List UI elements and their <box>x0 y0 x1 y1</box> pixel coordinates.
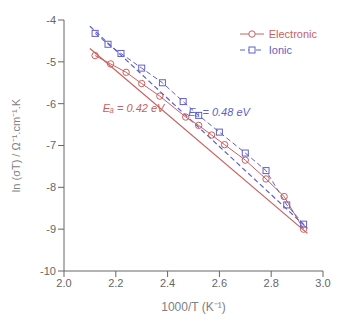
svg-text:2.4: 2.4 <box>160 277 175 289</box>
html-text:Ionic: Ionic <box>268 44 292 56</box>
svg-text:Eₐ = 0.42 eV: Eₐ = 0.42 eV <box>103 102 166 114</box>
svg-text:-4: -4 <box>46 14 56 26</box>
svg-text:2.8: 2.8 <box>264 277 279 289</box>
svg-text:2.2: 2.2 <box>108 277 123 289</box>
html-text:Electronic: Electronic <box>268 28 317 40</box>
svg-text:-10: -10 <box>40 265 56 277</box>
svg-text:-9: -9 <box>46 223 56 235</box>
svg-text:3.0: 3.0 <box>315 277 330 289</box>
svg-text:-7: -7 <box>46 139 56 151</box>
svg-text:2.6: 2.6 <box>212 277 227 289</box>
svg-text:-5: -5 <box>46 56 56 68</box>
svg-text:2.0: 2.0 <box>56 277 71 289</box>
svg-text:ln (σT) / Ω⁻¹.cm⁻¹.K: ln (σT) / Ω⁻¹.cm⁻¹.K <box>10 98 22 192</box>
svg-text:Eₐ = 0.48 eV: Eₐ = 0.48 eV <box>188 106 251 118</box>
svg-text:-6: -6 <box>46 98 56 110</box>
svg-text:1000/T (K⁻¹): 1000/T (K⁻¹) <box>161 300 225 314</box>
svg-text:-8: -8 <box>46 181 56 193</box>
